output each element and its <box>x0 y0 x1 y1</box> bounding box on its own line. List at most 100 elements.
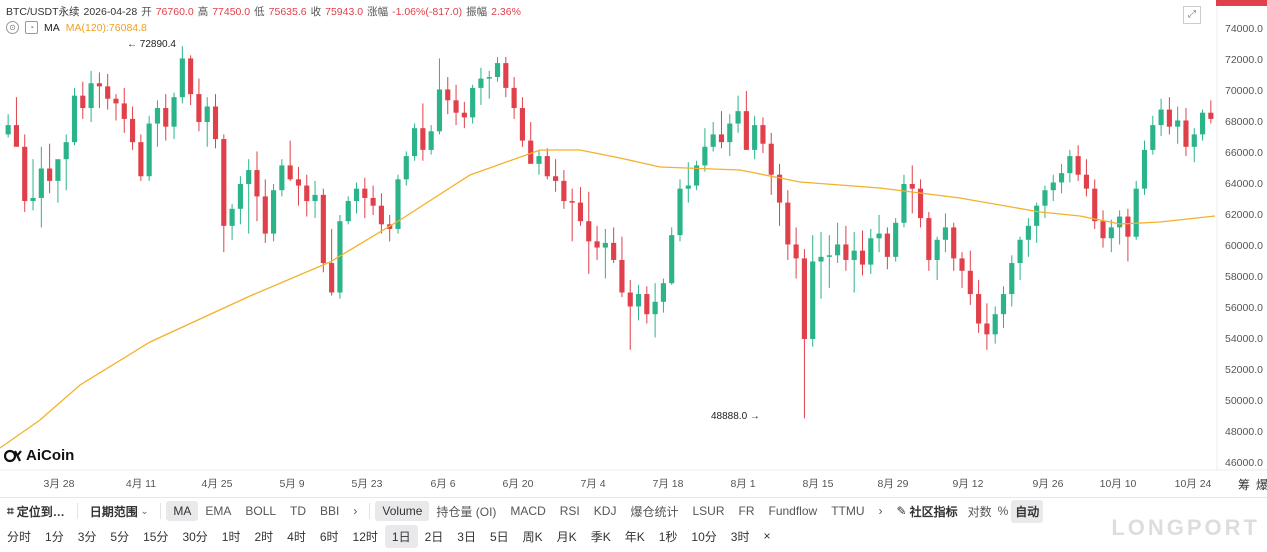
candle[interactable] <box>619 236 625 298</box>
expand-icon[interactable]: ⤢ <box>1183 6 1201 24</box>
auto-scale-toggle[interactable]: 自动 <box>1011 499 1044 523</box>
main-indicator-bbi[interactable]: BBI <box>320 504 340 518</box>
candle[interactable] <box>835 222 841 264</box>
close-icon[interactable]: × <box>763 529 771 543</box>
candle[interactable] <box>561 170 567 209</box>
community-indicator-button[interactable]: ✎ 社区指标 <box>890 500 965 523</box>
candle[interactable] <box>553 159 559 192</box>
period-2d[interactable]: 2日 <box>424 529 444 544</box>
period-4h[interactable]: 4时 <box>287 529 306 544</box>
candle[interactable] <box>105 73 111 110</box>
candle[interactable] <box>229 204 235 240</box>
candle[interactable] <box>768 132 774 195</box>
candle[interactable] <box>179 46 185 104</box>
period-2h[interactable]: 2时 <box>254 529 274 544</box>
candle[interactable] <box>212 94 219 149</box>
candle[interactable] <box>304 174 310 217</box>
period-12h[interactable]: 12时 <box>352 529 378 544</box>
candle[interactable] <box>279 159 285 197</box>
candle[interactable] <box>743 91 749 150</box>
candle[interactable] <box>942 213 948 253</box>
period-30m[interactable]: 30分 <box>182 529 208 544</box>
candle[interactable] <box>859 230 866 276</box>
candle[interactable] <box>611 227 617 264</box>
candle[interactable] <box>1133 180 1139 240</box>
candle[interactable] <box>378 193 384 234</box>
candle[interactable] <box>121 87 127 133</box>
sub-indicator-lsur[interactable]: LSUR <box>692 504 725 518</box>
candle[interactable] <box>893 218 899 262</box>
candle[interactable] <box>1025 218 1031 257</box>
candle[interactable] <box>1009 255 1015 307</box>
candle[interactable] <box>138 134 144 181</box>
period-10m[interactable]: 10分 <box>691 529 717 544</box>
candle[interactable] <box>345 196 351 225</box>
candle[interactable] <box>337 215 343 299</box>
candle[interactable] <box>1050 174 1056 202</box>
candle[interactable] <box>851 232 857 293</box>
candle[interactable] <box>660 278 666 313</box>
candle[interactable] <box>221 134 227 253</box>
candle[interactable] <box>13 97 20 147</box>
chart-area[interactable]: BTC/USDT永续 2026-04-28 开 76760.0 高 77450.… <box>0 0 1267 493</box>
candle[interactable] <box>287 140 293 181</box>
main-indicator-ema[interactable]: EMA <box>205 504 232 518</box>
period-3d[interactable]: 3日 <box>457 529 476 544</box>
candle[interactable] <box>461 101 467 129</box>
candle[interactable] <box>826 235 832 288</box>
main-indicator-boll[interactable]: BOLL <box>245 504 277 518</box>
candle[interactable] <box>320 188 326 273</box>
candle[interactable] <box>478 67 484 105</box>
candle[interactable] <box>959 252 965 288</box>
candle[interactable] <box>1166 97 1172 135</box>
period-month[interactable]: 月K <box>556 529 577 544</box>
candle[interactable] <box>702 128 708 172</box>
candle[interactable] <box>776 163 783 226</box>
candle[interactable] <box>934 236 940 281</box>
candle[interactable] <box>644 286 650 324</box>
candle[interactable] <box>984 303 990 350</box>
candle[interactable] <box>395 174 401 234</box>
candle[interactable] <box>71 87 78 146</box>
candle[interactable] <box>436 58 443 135</box>
candle[interactable] <box>1191 128 1197 163</box>
period-3m[interactable]: 3分 <box>77 529 97 544</box>
sub-indicator-volume[interactable]: Volume <box>375 501 430 521</box>
candle[interactable] <box>88 70 94 122</box>
candle[interactable] <box>96 72 102 109</box>
candle[interactable] <box>237 176 243 225</box>
candle[interactable] <box>1117 210 1123 245</box>
candle[interactable] <box>1017 236 1023 281</box>
candle[interactable] <box>685 162 691 203</box>
sub-indicator-kdj[interactable]: KDJ <box>593 504 617 518</box>
candle[interactable] <box>926 211 932 271</box>
candle[interactable] <box>818 232 824 299</box>
candle[interactable] <box>917 179 924 228</box>
alarm-icon[interactable]: ⊙ <box>6 21 19 34</box>
period-1h[interactable]: 1时 <box>221 529 241 544</box>
liquidation-button[interactable]: 爆 <box>1256 478 1267 492</box>
period-1d[interactable]: 1日 <box>384 524 418 548</box>
candle[interactable] <box>1067 149 1073 183</box>
candle[interactable] <box>403 151 409 186</box>
eye-icon[interactable]: ◔ <box>25 21 38 34</box>
candle[interactable] <box>569 188 575 242</box>
candle[interactable] <box>511 77 517 119</box>
candle[interactable] <box>30 159 36 211</box>
locate-button[interactable]: ⌗ 定位到… <box>0 500 72 523</box>
sub-indicator-ttmu[interactable]: TTMU <box>831 504 865 518</box>
candle[interactable] <box>262 179 268 243</box>
candle[interactable] <box>362 177 368 219</box>
candle[interactable] <box>246 159 252 234</box>
candle[interactable] <box>163 94 169 141</box>
period-1m[interactable]: 1分 <box>45 529 64 544</box>
sub-indicator-liquidation[interactable]: 爆仓统计 <box>630 504 679 519</box>
candle[interactable] <box>544 148 550 180</box>
candle[interactable] <box>146 115 152 181</box>
period-week[interactable]: 周K <box>522 529 543 544</box>
sub-indicator-rsi[interactable]: RSI <box>559 504 580 518</box>
candle[interactable] <box>420 103 426 161</box>
candle[interactable] <box>901 174 907 228</box>
candle[interactable] <box>669 227 675 285</box>
candle[interactable] <box>188 55 194 105</box>
